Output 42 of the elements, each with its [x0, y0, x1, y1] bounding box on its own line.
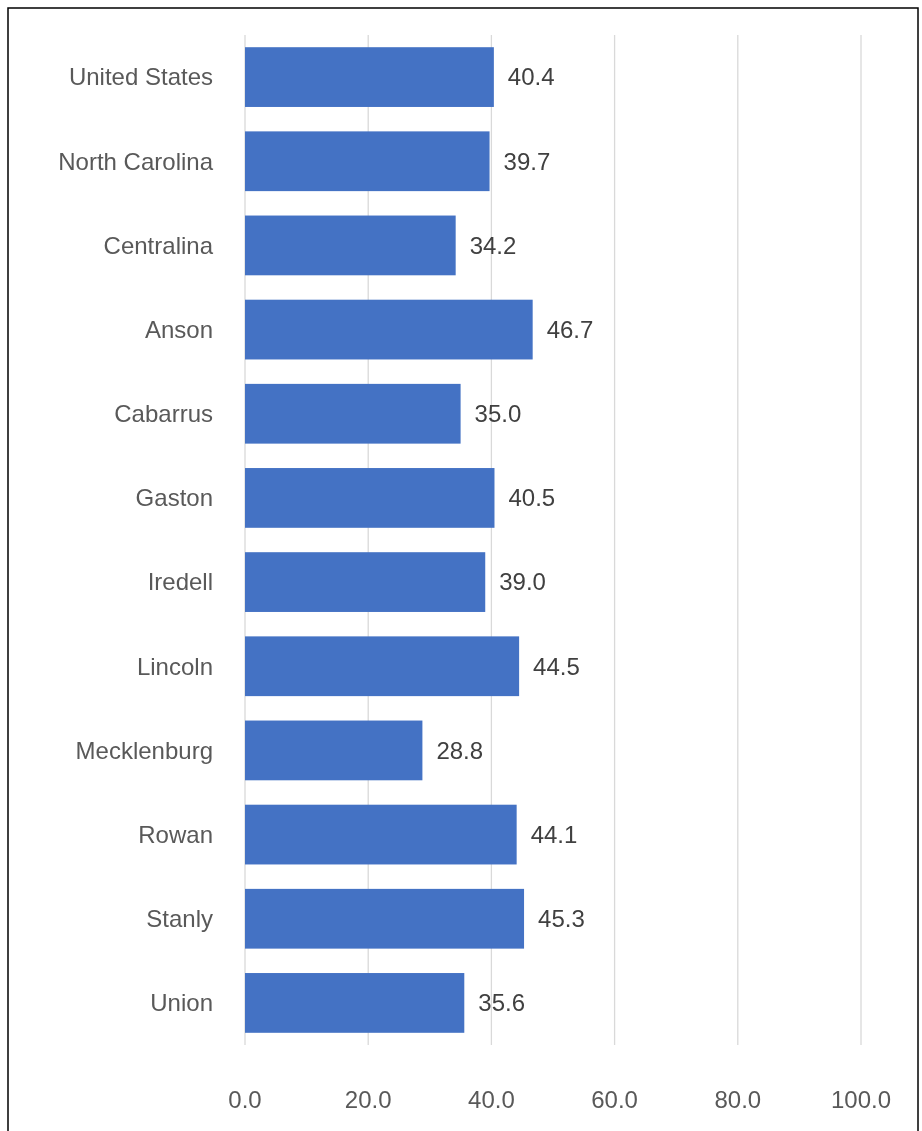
x-tick-label: 60.0 — [591, 1086, 638, 1114]
data-label: 35.0 — [474, 400, 522, 428]
y-tick-label: United States — [68, 63, 213, 91]
bar — [245, 636, 520, 697]
data-label: 40.4 — [507, 63, 555, 91]
bar — [245, 888, 525, 949]
y-tick-label: Stanly — [146, 905, 213, 933]
bar — [245, 383, 461, 444]
bar — [245, 215, 456, 276]
data-label: 46.7 — [546, 315, 594, 343]
x-tick-label: 0.0 — [228, 1086, 262, 1114]
y-tick-label: Union — [150, 989, 213, 1017]
y-tick-label: Anson — [144, 315, 213, 343]
bar — [245, 720, 423, 781]
y-tick-label: Gaston — [135, 484, 213, 512]
data-label: 39.0 — [499, 568, 546, 596]
y-tick-label: Rowan — [138, 820, 213, 848]
y-tick-label: Centralina — [103, 231, 214, 259]
x-tick-label: 100.0 — [830, 1086, 892, 1114]
bar — [245, 468, 495, 528]
y-tick-label: Lincoln — [136, 652, 213, 680]
data-label: 44.5 — [533, 652, 580, 680]
data-label: 40.5 — [508, 484, 556, 512]
bar — [245, 552, 486, 612]
y-tick-label: North Carolina — [58, 147, 214, 175]
bar — [245, 973, 465, 1033]
data-label: 45.3 — [538, 905, 585, 933]
x-tick-label: 40.0 — [468, 1086, 515, 1114]
data-label: 28.8 — [436, 736, 484, 764]
data-label: 39.7 — [503, 147, 551, 175]
x-tick-label: 20.0 — [344, 1086, 392, 1114]
bar — [245, 299, 533, 360]
y-tick-label: Cabarrus — [114, 400, 213, 428]
bar — [245, 47, 494, 107]
data-label: 34.2 — [469, 231, 517, 259]
bar — [245, 804, 517, 865]
bar — [245, 131, 490, 192]
y-tick-label: Iredell — [147, 568, 213, 596]
y-tick-label: Mecklenburg — [75, 736, 213, 764]
data-label: 35.6 — [478, 989, 526, 1017]
data-label: 44.1 — [530, 820, 578, 848]
x-tick-label: 80.0 — [714, 1086, 762, 1114]
